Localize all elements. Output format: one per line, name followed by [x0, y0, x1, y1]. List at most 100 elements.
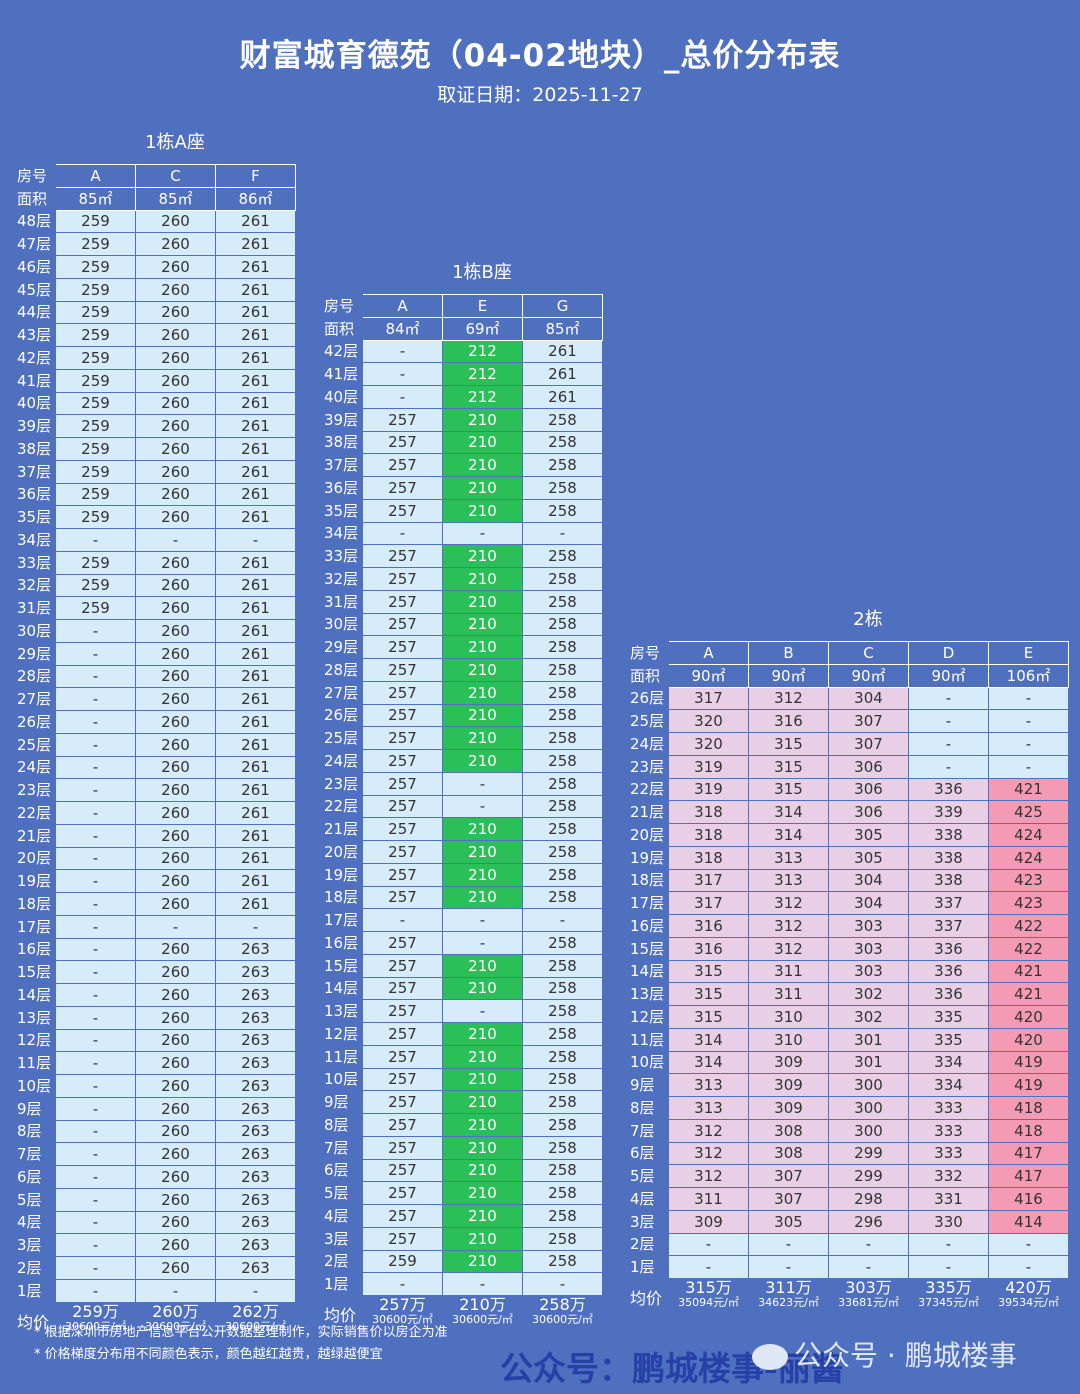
price-cell: 258	[522, 612, 603, 637]
price-cell: 258	[522, 407, 603, 432]
floor-label: 16层	[630, 916, 665, 935]
price-cell: -	[135, 914, 216, 939]
price-cell: 305	[748, 1209, 829, 1234]
table-row: 4层 257 210 258	[322, 1204, 603, 1228]
price-cell: 261	[215, 346, 296, 370]
price-cell: -	[55, 755, 136, 780]
price-cell: 257	[362, 862, 443, 887]
floor-label: 8层	[17, 1122, 42, 1141]
price-cell: 305	[828, 845, 909, 870]
floor-label: 41层	[324, 365, 359, 384]
price-cell: 318	[668, 800, 749, 824]
price-cell: 312	[668, 1141, 749, 1166]
price-cell: 260	[135, 664, 216, 689]
table-row: 12层 -260 263	[15, 1028, 296, 1053]
table-row: 19层 -260 261	[15, 869, 296, 893]
column-header: F	[215, 164, 296, 188]
floor-label: 27层	[324, 683, 359, 702]
price-cell: 260	[135, 846, 216, 871]
price-cell: 300	[828, 1096, 909, 1120]
price-cell: 421	[988, 959, 1069, 984]
floor-label: 5层	[17, 1190, 42, 1209]
floor-label: 23层	[630, 757, 665, 776]
floor-label: 26层	[630, 689, 665, 708]
table-row: 9层 -260 263	[15, 1096, 296, 1121]
price-cell: 299	[828, 1141, 909, 1166]
floor-label: 45层	[17, 280, 52, 299]
price-cell: 210	[442, 1067, 523, 1092]
table-row: 24层 -260 261	[15, 755, 296, 780]
price-cell: 333	[908, 1118, 989, 1143]
avg-total: 420万	[1005, 1278, 1052, 1297]
price-cell: 336	[908, 777, 989, 802]
price-cell: 311	[668, 1187, 749, 1211]
price-cell: 309	[748, 1050, 829, 1075]
price-cell: 260	[135, 573, 216, 598]
price-cell: 257	[362, 1226, 443, 1251]
table-row: 6层 257 210 258	[322, 1158, 603, 1183]
price-cell: 260	[135, 323, 216, 347]
table-row: 15层 257 210 258	[322, 953, 603, 978]
price-cell: 257	[362, 885, 443, 910]
price-cell: 315	[748, 732, 829, 756]
price-cell: -	[55, 1142, 136, 1166]
floor-label: 39层	[17, 417, 52, 436]
floor-label: 19层	[324, 865, 359, 884]
price-cell: 257	[362, 999, 443, 1023]
price-cell: 259	[55, 391, 136, 416]
table-row: 1层 - - -	[15, 1278, 296, 1303]
price-cell: 210	[442, 476, 523, 500]
table-row: 31层 259 260 261	[15, 596, 296, 620]
price-cell: -	[55, 1256, 136, 1280]
area-cell: 90㎡	[828, 663, 909, 688]
price-cell: 260	[135, 960, 216, 984]
price-cell: 259	[55, 277, 136, 302]
floor-label: 42层	[324, 342, 359, 361]
price-cell: 417	[988, 1164, 1069, 1188]
price-cell: 316	[748, 709, 829, 733]
price-cell: -	[748, 1232, 829, 1257]
table-row: 17层 - - -	[322, 908, 603, 932]
price-cell: -	[55, 846, 136, 871]
price-cell: 260	[135, 482, 216, 507]
floor-label: 12层	[17, 1031, 52, 1050]
floor-label: 5层	[630, 1167, 655, 1186]
floor-label: 18层	[324, 888, 359, 907]
avg-label: 均价	[17, 1312, 50, 1332]
area-cell: 69㎡	[442, 316, 523, 341]
avg-total: 258万	[539, 1295, 586, 1314]
price-cell: -	[55, 1187, 136, 1212]
price-cell: 316	[668, 936, 749, 961]
price-cell: 313	[668, 1096, 749, 1120]
price-cell: 210	[442, 407, 523, 432]
floor-label: 8层	[324, 1115, 349, 1134]
price-cell: 312	[668, 1118, 749, 1143]
price-cell: 259	[55, 437, 136, 461]
table-row: 5层 257 210 258	[322, 1181, 603, 1205]
price-cell: 259	[55, 323, 136, 347]
price-cell: -	[668, 1232, 749, 1257]
price-cell: 259	[55, 596, 136, 620]
room-label: 房号	[324, 296, 355, 315]
price-cell: 312	[748, 891, 829, 915]
page-title: 财富城育德苑（04-02地块）_总价分布表	[239, 38, 841, 74]
price-cell: 310	[748, 1027, 829, 1052]
price-cell: 210	[442, 953, 523, 978]
price-cell: 258	[522, 430, 603, 455]
floor-label: 33层	[17, 553, 52, 572]
price-cell: -	[442, 908, 523, 932]
avg-total: 257万	[379, 1295, 426, 1314]
price-cell: 258	[522, 817, 603, 841]
price-cell: 261	[215, 664, 296, 689]
price-cell: 306	[828, 800, 909, 824]
table-row: 8层 257 210 258	[322, 1113, 603, 1137]
table-row: 14层 -260 263	[15, 983, 296, 1007]
price-cell: 260	[135, 596, 216, 620]
price-cell: 261	[215, 573, 296, 598]
price-cell: 260	[135, 778, 216, 802]
area-cell: 85㎡	[135, 186, 216, 211]
price-cell: 261	[215, 619, 296, 643]
price-cell: 259	[362, 1249, 443, 1274]
header-row: 房号 A E G	[322, 294, 603, 318]
price-cell: 419	[988, 1073, 1069, 1097]
